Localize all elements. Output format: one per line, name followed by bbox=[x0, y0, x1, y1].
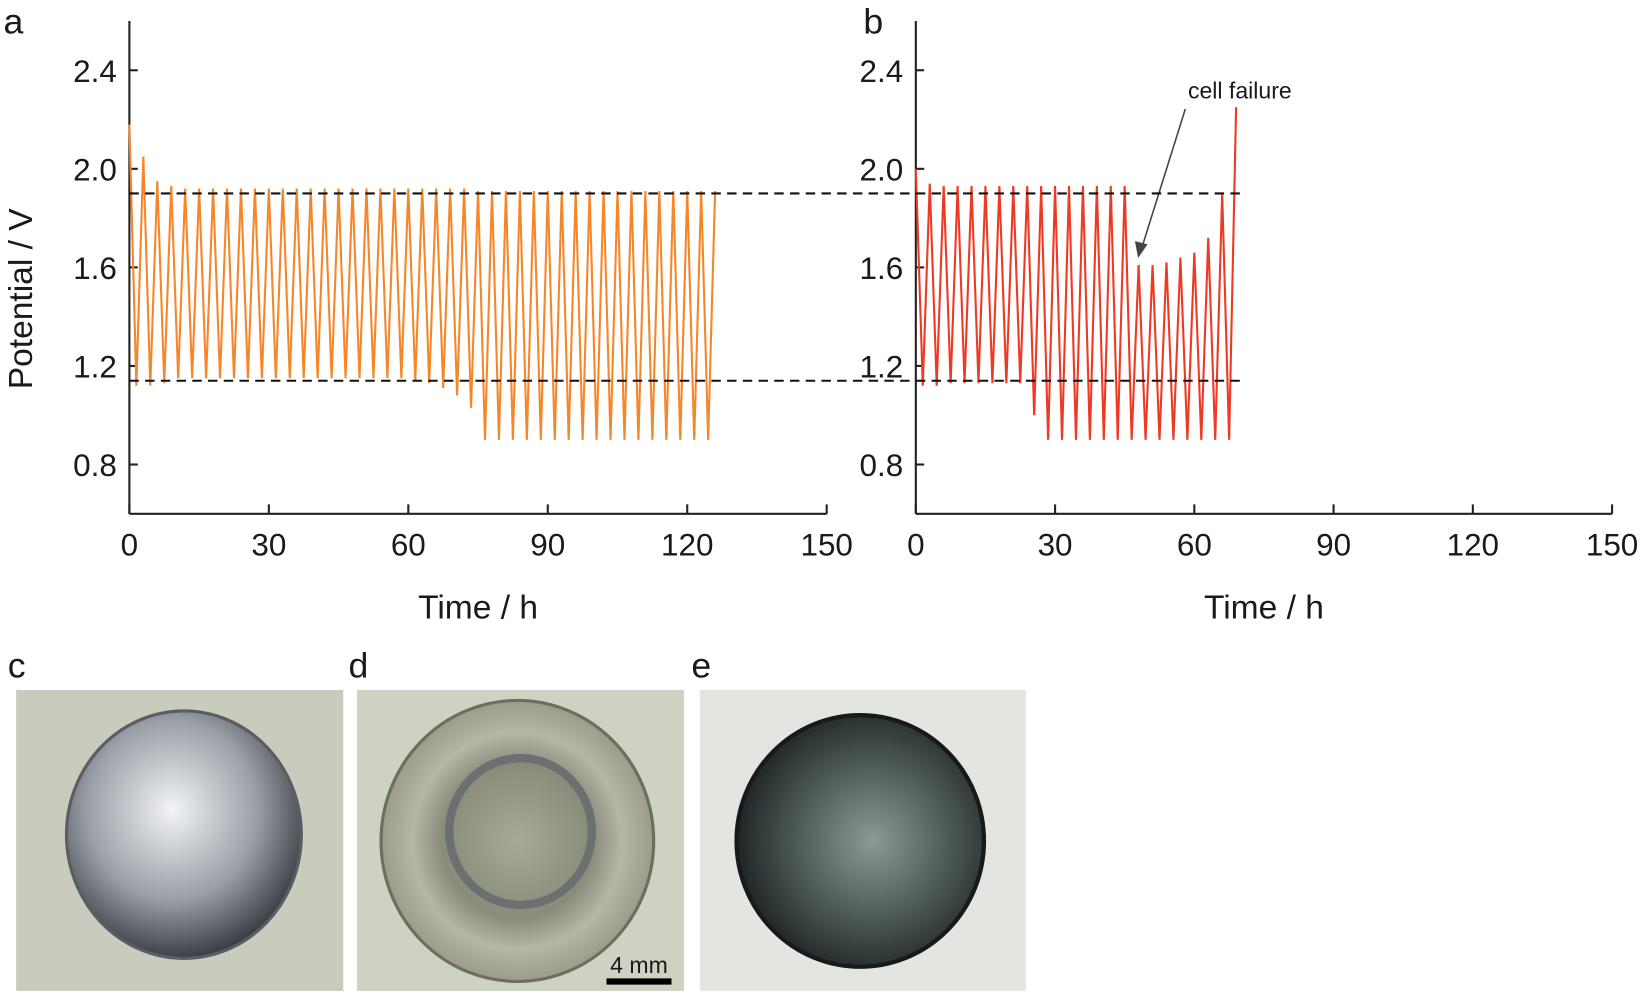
photo-d bbox=[356, 689, 685, 991]
photo-label: e bbox=[691, 645, 711, 685]
panel-label: b bbox=[863, 2, 883, 42]
y-axis-title: Potential / V bbox=[3, 208, 40, 390]
y-tick-label: 0.8 bbox=[860, 448, 904, 483]
y-tick-label: 0.8 bbox=[73, 448, 117, 483]
y-tick-label: 1.2 bbox=[860, 349, 904, 384]
annotation-arrow bbox=[1140, 108, 1187, 250]
series-line bbox=[914, 107, 1238, 440]
y-tick-label: 2.4 bbox=[860, 54, 904, 89]
arrow-head bbox=[1134, 241, 1148, 258]
photo-label: d bbox=[349, 645, 369, 685]
y-tick-label: 2.4 bbox=[73, 54, 117, 89]
x-tick-label: 120 bbox=[1447, 528, 1499, 563]
y-tick-label: 1.2 bbox=[73, 349, 117, 384]
x-tick-label: 30 bbox=[1038, 528, 1073, 563]
y-tick-label: 1.6 bbox=[73, 251, 117, 286]
x-tick-label: 30 bbox=[251, 528, 286, 563]
y-tick-label: 1.6 bbox=[860, 251, 904, 286]
photo-e bbox=[699, 689, 1026, 991]
x-axis-title: Time / h bbox=[418, 590, 538, 627]
x-axis-title: Time / h bbox=[1204, 590, 1324, 627]
x-tick-label: 120 bbox=[661, 528, 713, 563]
x-tick-label: 150 bbox=[800, 528, 852, 563]
photo-c bbox=[16, 689, 344, 991]
x-tick-label: 60 bbox=[391, 528, 426, 563]
y-tick-label: 2.0 bbox=[860, 152, 904, 187]
x-tick-label: 0 bbox=[121, 528, 138, 563]
photo-label: c bbox=[8, 645, 26, 685]
scale-bar-label: 4 mm bbox=[610, 952, 668, 978]
x-tick-label: 0 bbox=[907, 528, 924, 563]
x-tick-label: 90 bbox=[1316, 528, 1351, 563]
x-tick-label: 60 bbox=[1177, 528, 1212, 563]
series-line bbox=[128, 124, 717, 440]
y-tick-label: 2.0 bbox=[73, 152, 117, 187]
annotation: cell failure bbox=[1188, 78, 1292, 104]
panel-label: a bbox=[4, 2, 24, 42]
x-tick-label: 90 bbox=[530, 528, 565, 563]
x-tick-label: 150 bbox=[1586, 528, 1638, 563]
